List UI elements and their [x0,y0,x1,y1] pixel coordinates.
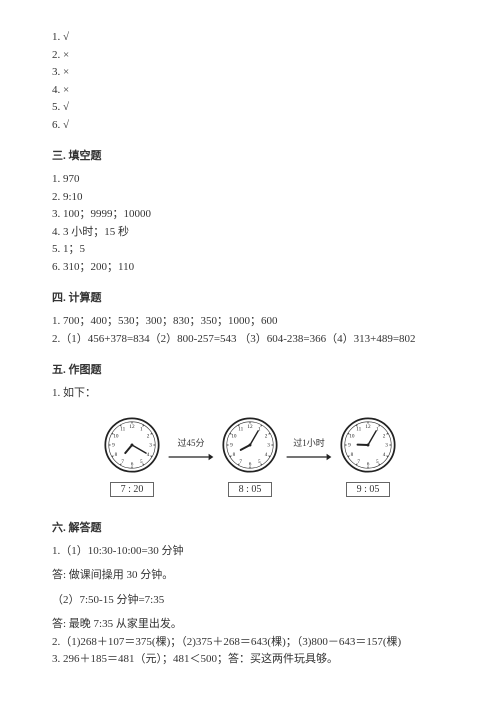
clock-block-3: 121234567891011 9 : 05 [339,416,397,497]
ans-item: 1.（1）10:30-10:00=30 分钟 [52,543,448,560]
arrow-1: 过45分 [167,436,215,463]
section-6-body: 1.（1）10:30-10:00=30 分钟 答: 做课间操用 30 分钟。 （… [52,543,448,668]
true-false-block: 1. √ 2. × 3. × 4. × 5. √ 6. √ [52,29,448,133]
svg-text:11: 11 [120,426,125,432]
section-4-title: 四. 计算题 [52,289,448,305]
tf-item: 3. × [52,64,448,81]
svg-text:8: 8 [351,452,354,458]
svg-text:3: 3 [149,442,152,448]
section-5-title: 五. 作图题 [52,361,448,377]
section-6-title: 六. 解答题 [52,519,448,535]
svg-text:8: 8 [115,452,118,458]
arrow-1-label: 过45分 [177,436,204,449]
clock-1-icon: 121234567891011 [103,416,161,474]
svg-text:4: 4 [265,452,268,458]
svg-text:7: 7 [357,458,360,464]
svg-text:3: 3 [385,442,388,448]
svg-text:11: 11 [356,426,361,432]
clock-2-time: 8 : 05 [228,482,273,497]
svg-text:4: 4 [383,452,386,458]
ans-item: （2）7:50-15 分钟=7:35 [52,592,448,609]
fill-item: 2. 9:10 [52,189,448,206]
svg-text:6: 6 [367,461,370,467]
arrow-2-label: 过1小时 [293,436,325,449]
svg-text:3: 3 [267,442,270,448]
svg-text:4: 4 [147,452,150,458]
svg-text:7: 7 [121,458,124,464]
svg-text:2: 2 [265,433,268,439]
clock-block-2: 121234567891011 8 : 05 [221,416,279,497]
fill-item: 5. 1；5 [52,241,448,258]
section-3-body: 1. 970 2. 9:10 3. 100；9999；10000 4. 3 小时… [52,171,448,275]
clock-3-time: 9 : 05 [346,482,391,497]
ans-item: 2.（1)268＋107＝375(棵)；（2)375＋268＝643(棵)；（3… [52,634,448,651]
section-3-title: 三. 填空题 [52,147,448,163]
svg-text:1: 1 [140,426,143,432]
svg-text:7: 7 [239,458,242,464]
fill-item: 3. 100；9999；10000 [52,206,448,223]
clock-1-time: 7 : 20 [110,482,155,497]
svg-text:12: 12 [365,424,371,430]
clock-diagram-row: 121234567891011 7 : 20 过45分 121234567891… [52,416,448,497]
svg-text:9: 9 [230,442,233,448]
answer-key-page: 1. √ 2. × 3. × 4. × 5. √ 6. √ 三. 填空题 1. … [0,0,500,689]
tf-item: 5. √ [52,99,448,116]
arrow-right-icon [167,451,215,463]
tf-item: 2. × [52,47,448,64]
tf-item: 6. √ [52,117,448,134]
arrow-right-icon [285,451,333,463]
ans-item: 答: 做课间操用 30 分钟。 [52,567,448,584]
svg-text:2: 2 [147,433,150,439]
section-5-intro: 1. 如下： [52,385,448,402]
calc-item: 1. 700；400；530；300；830；350；1000；600 [52,313,448,330]
clock-3-icon: 121234567891011 [339,416,397,474]
svg-text:8: 8 [233,452,236,458]
svg-text:10: 10 [231,433,237,439]
svg-text:2: 2 [383,433,386,439]
svg-text:10: 10 [113,433,119,439]
calc-item: 2.（1）456+378=834（2）800-257=543 （3）604-23… [52,331,448,348]
svg-text:10: 10 [349,433,355,439]
clock-block-1: 121234567891011 7 : 20 [103,416,161,497]
svg-text:12: 12 [129,424,135,430]
fill-item: 4. 3 小时；15 秒 [52,224,448,241]
tf-item: 4. × [52,82,448,99]
tf-item: 1. √ [52,29,448,46]
arrow-2: 过1小时 [285,436,333,463]
ans-item: 答: 最晚 7:35 从家里出发。 [52,616,448,633]
ans-item: 3. 296＋185＝481（元）；481＜500；答：买这两件玩具够。 [52,651,448,668]
svg-text:11: 11 [238,426,243,432]
svg-text:6: 6 [249,461,252,467]
fill-item: 1. 970 [52,171,448,188]
fill-item: 6. 310；200；110 [52,259,448,276]
clock-2-icon: 121234567891011 [221,416,279,474]
svg-text:9: 9 [112,442,115,448]
svg-text:6: 6 [131,461,134,467]
svg-text:12: 12 [247,424,253,430]
section-4-body: 1. 700；400；530；300；830；350；1000；600 2.（1… [52,313,448,347]
svg-text:9: 9 [348,442,351,448]
